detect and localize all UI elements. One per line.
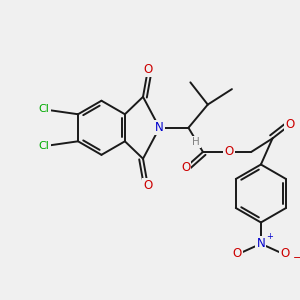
Text: H: H — [192, 137, 200, 147]
Text: O: O — [181, 161, 190, 174]
Text: O: O — [232, 247, 242, 260]
Text: N: N — [155, 121, 164, 134]
Text: +: + — [266, 232, 273, 241]
Text: Cl: Cl — [39, 104, 50, 114]
Text: O: O — [285, 118, 295, 131]
Text: O: O — [143, 63, 152, 76]
Text: N: N — [256, 237, 265, 250]
Text: O: O — [143, 179, 152, 192]
Text: −: − — [293, 253, 300, 263]
Text: Cl: Cl — [39, 141, 50, 151]
Text: O: O — [280, 247, 290, 260]
Text: O: O — [224, 146, 234, 158]
